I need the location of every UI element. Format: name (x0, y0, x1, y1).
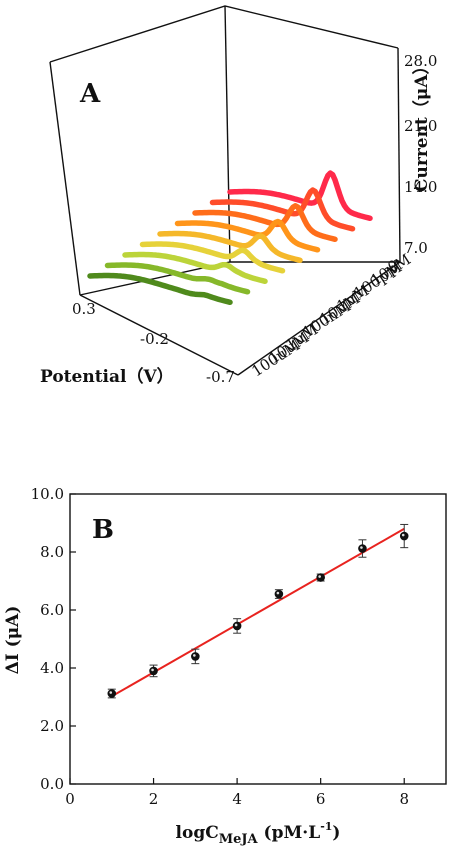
b-x-tick-label: 2 (149, 790, 159, 808)
voltammogram-curve (192, 203, 338, 243)
b-x-label-end: ) (332, 823, 340, 843)
b-data-point (149, 664, 158, 678)
b-marker-highlight (109, 691, 113, 694)
b-y-axis-label: ΔI (μA) (3, 606, 23, 675)
b-x-label-sup: -1 (320, 820, 332, 833)
b-x-axis-label: logCMeJA (pM·L-1) (176, 820, 341, 847)
b-x-tick-label: 8 (399, 790, 409, 808)
b-data-points (107, 523, 409, 699)
b-data-point (107, 688, 117, 699)
a-y-tick: 28.0 (404, 52, 437, 70)
box-back-vertical-right (397, 47, 401, 263)
b-x-tick-label: 6 (316, 790, 326, 808)
b-marker (107, 689, 117, 698)
b-y-tick-label: 4.0 (40, 659, 64, 677)
b-data-point (191, 648, 200, 665)
b-marker-highlight (318, 575, 321, 578)
b-marker-highlight (151, 668, 154, 672)
b-marker (399, 531, 409, 541)
b-linear-fit (111, 527, 405, 698)
voltammogram-curve (209, 187, 356, 232)
b-y-tick-label: 10.0 (31, 485, 64, 503)
a-x-tick: 0.3 (72, 300, 96, 318)
voltammogram-curve (122, 251, 268, 285)
b-data-point (316, 573, 325, 582)
b-data-point (399, 523, 409, 549)
b-marker-highlight (276, 591, 280, 595)
box-floor-back (79, 261, 400, 296)
b-marker-highlight (193, 654, 196, 657)
panel-b-label: B (92, 515, 114, 545)
a-y-tick: 21.0 (404, 117, 437, 135)
panel-b: 0 2 4 6 8 0.0 2.0 4.0 6.0 8.0 10.0 B ΔI (μA) logCM… (3, 485, 447, 847)
b-x-label-unit: (pM·L (258, 823, 321, 843)
box-floor-front (79, 294, 239, 376)
voltammogram-curve (227, 170, 373, 222)
b-x-tick-label: 0 (65, 790, 75, 808)
a-x-axis-label: Potential（V） (40, 366, 174, 387)
panel-a: 28.0 21.0 14.0 7.0 0.3 -0.2 -0.7 010pM10… (40, 5, 437, 387)
b-x-label-main: logC (176, 823, 219, 843)
b-marker-highlight (234, 623, 238, 627)
b-marker-highlight (401, 533, 405, 537)
a-y-tick: 14.0 (404, 178, 437, 196)
panel-a-label: A (79, 79, 101, 109)
voltammogram-curve (104, 262, 251, 295)
voltammogram-curve (139, 241, 286, 274)
b-y-axis-label-text: ΔI (μA) (3, 606, 23, 675)
box-floor-right (237, 261, 401, 376)
b-marker (232, 621, 242, 631)
b-marker-highlight (360, 546, 363, 549)
b-fit-line (111, 527, 405, 698)
b-x-tick-label: 4 (232, 790, 242, 808)
b-marker (358, 544, 367, 553)
b-marker (316, 573, 325, 582)
a-y-axis-label: Current（μA） (411, 58, 432, 192)
b-marker (149, 666, 158, 676)
b-marker (274, 589, 284, 599)
b-y-tick-label: 6.0 (40, 601, 64, 619)
b-y-tick-label: 2.0 (40, 717, 64, 735)
concentration-tick: 100uM (248, 336, 303, 380)
b-y-tick-label: 0.0 (40, 775, 64, 793)
a-y-tick: 7.0 (404, 239, 428, 257)
b-plot-frame (69, 493, 447, 785)
b-y-tick-label: 8.0 (40, 543, 64, 561)
box-back-vertical-mid (224, 5, 231, 263)
voltammogram-curve (87, 272, 233, 306)
b-data-point (358, 539, 367, 558)
voltammogram-curve (174, 218, 321, 253)
a-x-tick: -0.7 (206, 368, 235, 386)
b-marker (191, 652, 200, 661)
b-axis-ticks: 0 2 4 6 8 0.0 2.0 4.0 6.0 8.0 10.0 (31, 485, 409, 808)
box-back-vertical-left (49, 61, 81, 296)
box-back-left-edge (49, 5, 399, 63)
voltammogram-curves (87, 170, 373, 306)
b-x-label-sub: MeJA (219, 832, 259, 847)
b-data-point (232, 618, 242, 634)
b-data-point (274, 589, 284, 599)
voltammogram-curve (157, 230, 303, 264)
a-x-tick: -0.2 (140, 330, 169, 348)
